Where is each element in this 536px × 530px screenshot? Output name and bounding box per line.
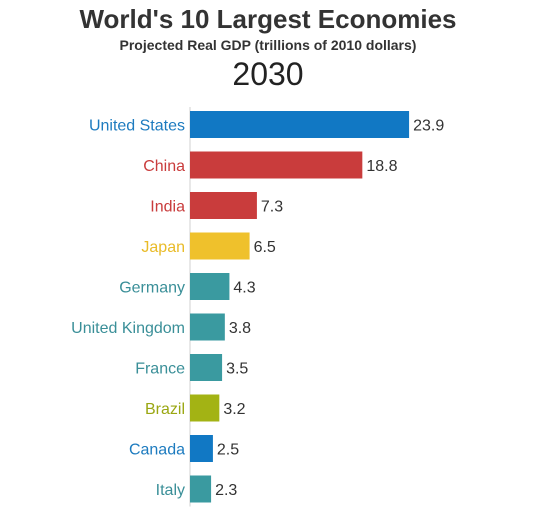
bar-china bbox=[190, 151, 363, 179]
bar-germany bbox=[190, 273, 230, 300]
bar-france bbox=[190, 354, 223, 381]
bar-india bbox=[190, 192, 257, 219]
bar-brazil bbox=[190, 394, 220, 422]
category-label-italy: Italy bbox=[156, 482, 185, 499]
category-label-china: China bbox=[143, 158, 185, 175]
chart-title: World's 10 Largest Economies bbox=[79, 4, 457, 34]
category-label-canada: Canada bbox=[129, 442, 185, 459]
value-label-united-states: 23.9 bbox=[413, 118, 444, 135]
value-label-canada: 2.5 bbox=[217, 442, 239, 459]
category-label-united-kingdom: United Kingdom bbox=[71, 320, 185, 337]
bar-italy bbox=[190, 475, 212, 503]
category-label-japan: Japan bbox=[141, 239, 185, 256]
category-label-united-states: United States bbox=[89, 118, 185, 135]
value-label-germany: 4.3 bbox=[233, 280, 255, 297]
category-label-brazil: Brazil bbox=[145, 401, 185, 418]
value-label-united-kingdom: 3.8 bbox=[229, 320, 251, 337]
chart-subtitle: Projected Real GDP (trillions of 2010 do… bbox=[119, 37, 417, 53]
value-label-china: 18.8 bbox=[366, 158, 397, 175]
category-label-india: India bbox=[150, 199, 185, 216]
value-label-brazil: 3.2 bbox=[223, 401, 245, 418]
bars-group: United States 23.9 China 18.8 India 7.3 Japan 6… bbox=[71, 111, 444, 503]
value-label-italy: 2.3 bbox=[215, 482, 237, 499]
bar-united-states bbox=[190, 111, 410, 138]
value-label-japan: 6.5 bbox=[254, 239, 276, 256]
value-label-france: 3.5 bbox=[226, 361, 248, 378]
year-label: 2030 bbox=[232, 56, 304, 92]
category-label-france: France bbox=[135, 361, 185, 378]
bar-canada bbox=[190, 435, 213, 462]
bar-japan bbox=[190, 232, 250, 260]
bar-united-kingdom bbox=[190, 313, 225, 341]
value-label-india: 7.3 bbox=[261, 199, 283, 216]
category-label-germany: Germany bbox=[119, 280, 185, 297]
